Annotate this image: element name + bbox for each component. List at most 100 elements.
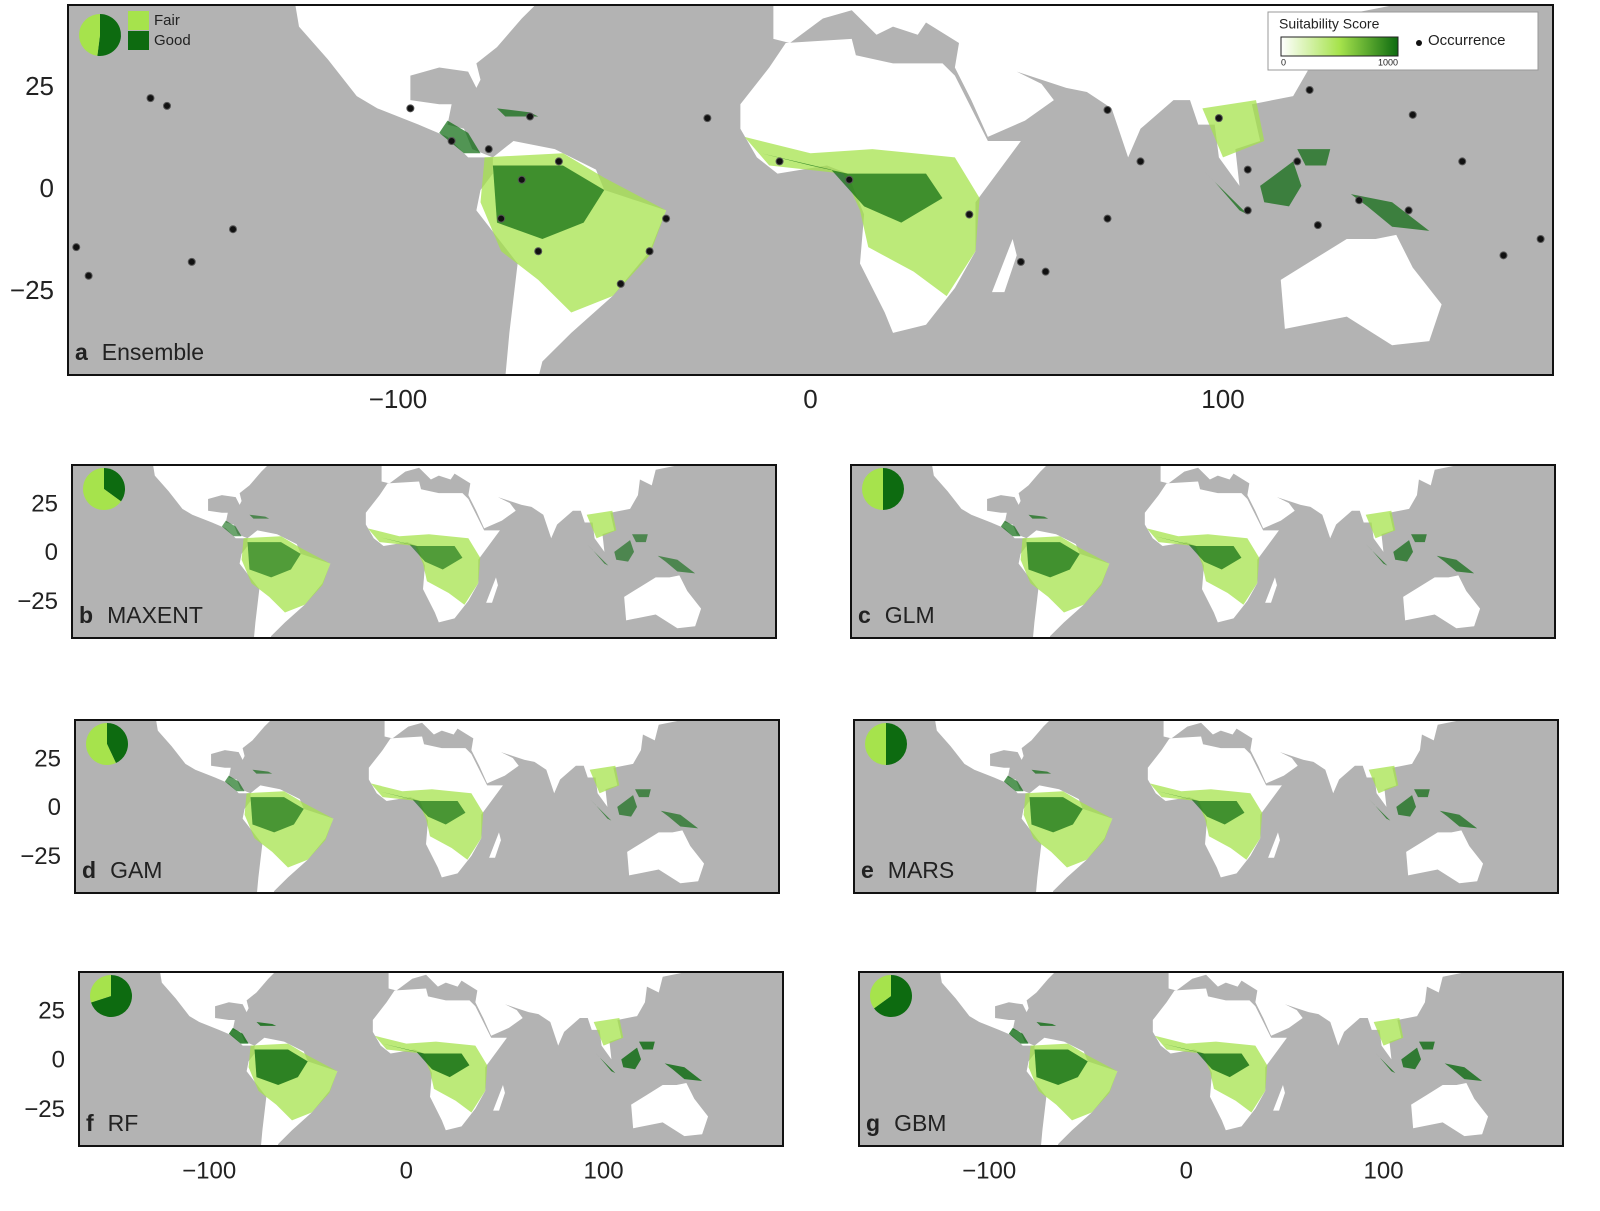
- suitability-good: [1368, 799, 1391, 821]
- suitability-good: [1439, 810, 1478, 829]
- suitability-good: [492, 165, 605, 240]
- occurrence-point: [616, 279, 625, 288]
- land: [1265, 577, 1277, 603]
- panel-name: MAXENT: [107, 602, 203, 628]
- land: [1273, 1084, 1285, 1111]
- colorbar: [1280, 36, 1399, 57]
- suitability-fair: [593, 1018, 624, 1046]
- panel-label: f RF: [86, 1110, 138, 1136]
- land: [1411, 1083, 1489, 1137]
- suitability-fair: [1368, 765, 1399, 794]
- pie-slice: [90, 975, 111, 1003]
- occurrence-point: [1305, 85, 1314, 94]
- suitability-good: [1436, 555, 1475, 574]
- suitability-good: [1162, 1043, 1250, 1078]
- x-tick-label: 100: [584, 1157, 624, 1184]
- land: [295, 5, 536, 158]
- suitability-good: [378, 791, 466, 825]
- occurrence-point: [1136, 157, 1145, 166]
- occurrence-point: [534, 247, 543, 256]
- land: [932, 465, 1048, 539]
- suitability-good: [589, 799, 612, 821]
- land: [493, 1084, 505, 1111]
- x-tick-label: 100: [1364, 1157, 1404, 1184]
- y-tick-label: 25: [25, 71, 54, 101]
- pie-slice: [883, 468, 904, 510]
- y-tick-label: 0: [40, 173, 54, 203]
- land: [624, 575, 702, 629]
- occurrence-point: [1499, 251, 1508, 260]
- land: [156, 720, 272, 794]
- occurrence-point: [72, 243, 81, 252]
- land: [1403, 575, 1481, 629]
- occurrence-point: [1404, 206, 1413, 215]
- occurrence-point: [1243, 165, 1252, 174]
- land: [486, 577, 498, 603]
- x-tick-label: 100: [1201, 384, 1244, 414]
- suitability-good: [586, 544, 609, 566]
- occurrence-point: [1458, 157, 1467, 166]
- map-panel: c GLM: [850, 464, 1556, 639]
- suitability-good: [1029, 797, 1083, 833]
- y-tick-label: 0: [52, 1047, 65, 1074]
- map-body: [72, 465, 776, 638]
- y-tick-label: −25: [10, 275, 54, 305]
- y-tick-label: 25: [34, 745, 61, 772]
- suitability-good: [1026, 542, 1080, 578]
- suitability-good: [1396, 795, 1417, 817]
- occurrence-point: [1016, 257, 1025, 266]
- suitability-good: [1036, 1021, 1057, 1026]
- panel-name: RF: [108, 1110, 139, 1136]
- occurrence-point: [146, 94, 155, 103]
- land: [631, 1083, 709, 1137]
- colorbar-tick-label: 1000: [1378, 57, 1398, 67]
- occurrence-point: [645, 247, 654, 256]
- suitability-good: [247, 542, 301, 578]
- suitability-good: [1031, 769, 1052, 774]
- suitability-good: [1003, 775, 1024, 792]
- panel-frame: [850, 464, 1556, 639]
- panel-name: GAM: [110, 857, 162, 883]
- x-tick-label: −100: [369, 384, 428, 414]
- legend: Fair Good Suitability Score 0 1000 Occurrence: [128, 11, 1539, 71]
- x-tick-label: 0: [1180, 1157, 1193, 1184]
- suitability-good: [1350, 194, 1430, 231]
- occurrence-point: [526, 112, 534, 121]
- y-tick-label: −25: [17, 588, 58, 615]
- map-body: [75, 720, 779, 893]
- land: [1268, 832, 1280, 858]
- suitability-good: [1154, 536, 1242, 570]
- occurrence-point: [517, 175, 526, 184]
- occurrence-point: [1243, 206, 1252, 215]
- pie-slice: [85, 723, 116, 766]
- suitability-good: [614, 540, 635, 562]
- land: [1406, 830, 1484, 884]
- suitability-good: [1028, 514, 1049, 519]
- y-tick-label: −25: [24, 1096, 65, 1123]
- y-tick-label: −25: [20, 843, 61, 870]
- panel-frame: [78, 971, 784, 1147]
- suitability-good: [593, 1051, 616, 1074]
- legend-title: Suitability Score: [1279, 16, 1380, 32]
- x-tick-label: −100: [182, 1157, 236, 1184]
- panel-letter: f: [86, 1110, 94, 1136]
- occurrence-point: [554, 157, 563, 166]
- pie-slice: [869, 975, 891, 1009]
- x-tick-label: 0: [400, 1157, 413, 1184]
- suitability-good: [1401, 1047, 1422, 1070]
- suitability-good: [252, 769, 273, 774]
- occurrence-point: [662, 214, 671, 223]
- occurrence-point: [1103, 214, 1112, 223]
- occurrence-point: [84, 271, 93, 280]
- occurrence-point: [775, 157, 784, 166]
- occurrence-point: [406, 104, 415, 113]
- suitability-fair: [589, 765, 620, 794]
- legend-label: Good: [154, 32, 191, 49]
- panel-label: d GAM: [82, 857, 162, 883]
- legend-label: Occurrence: [1428, 32, 1506, 49]
- suitability-good: [1157, 791, 1245, 825]
- panel-frame: [853, 719, 1559, 894]
- suitability-good: [660, 810, 699, 829]
- suitability-good: [621, 1047, 642, 1070]
- suitability-good: [375, 536, 463, 570]
